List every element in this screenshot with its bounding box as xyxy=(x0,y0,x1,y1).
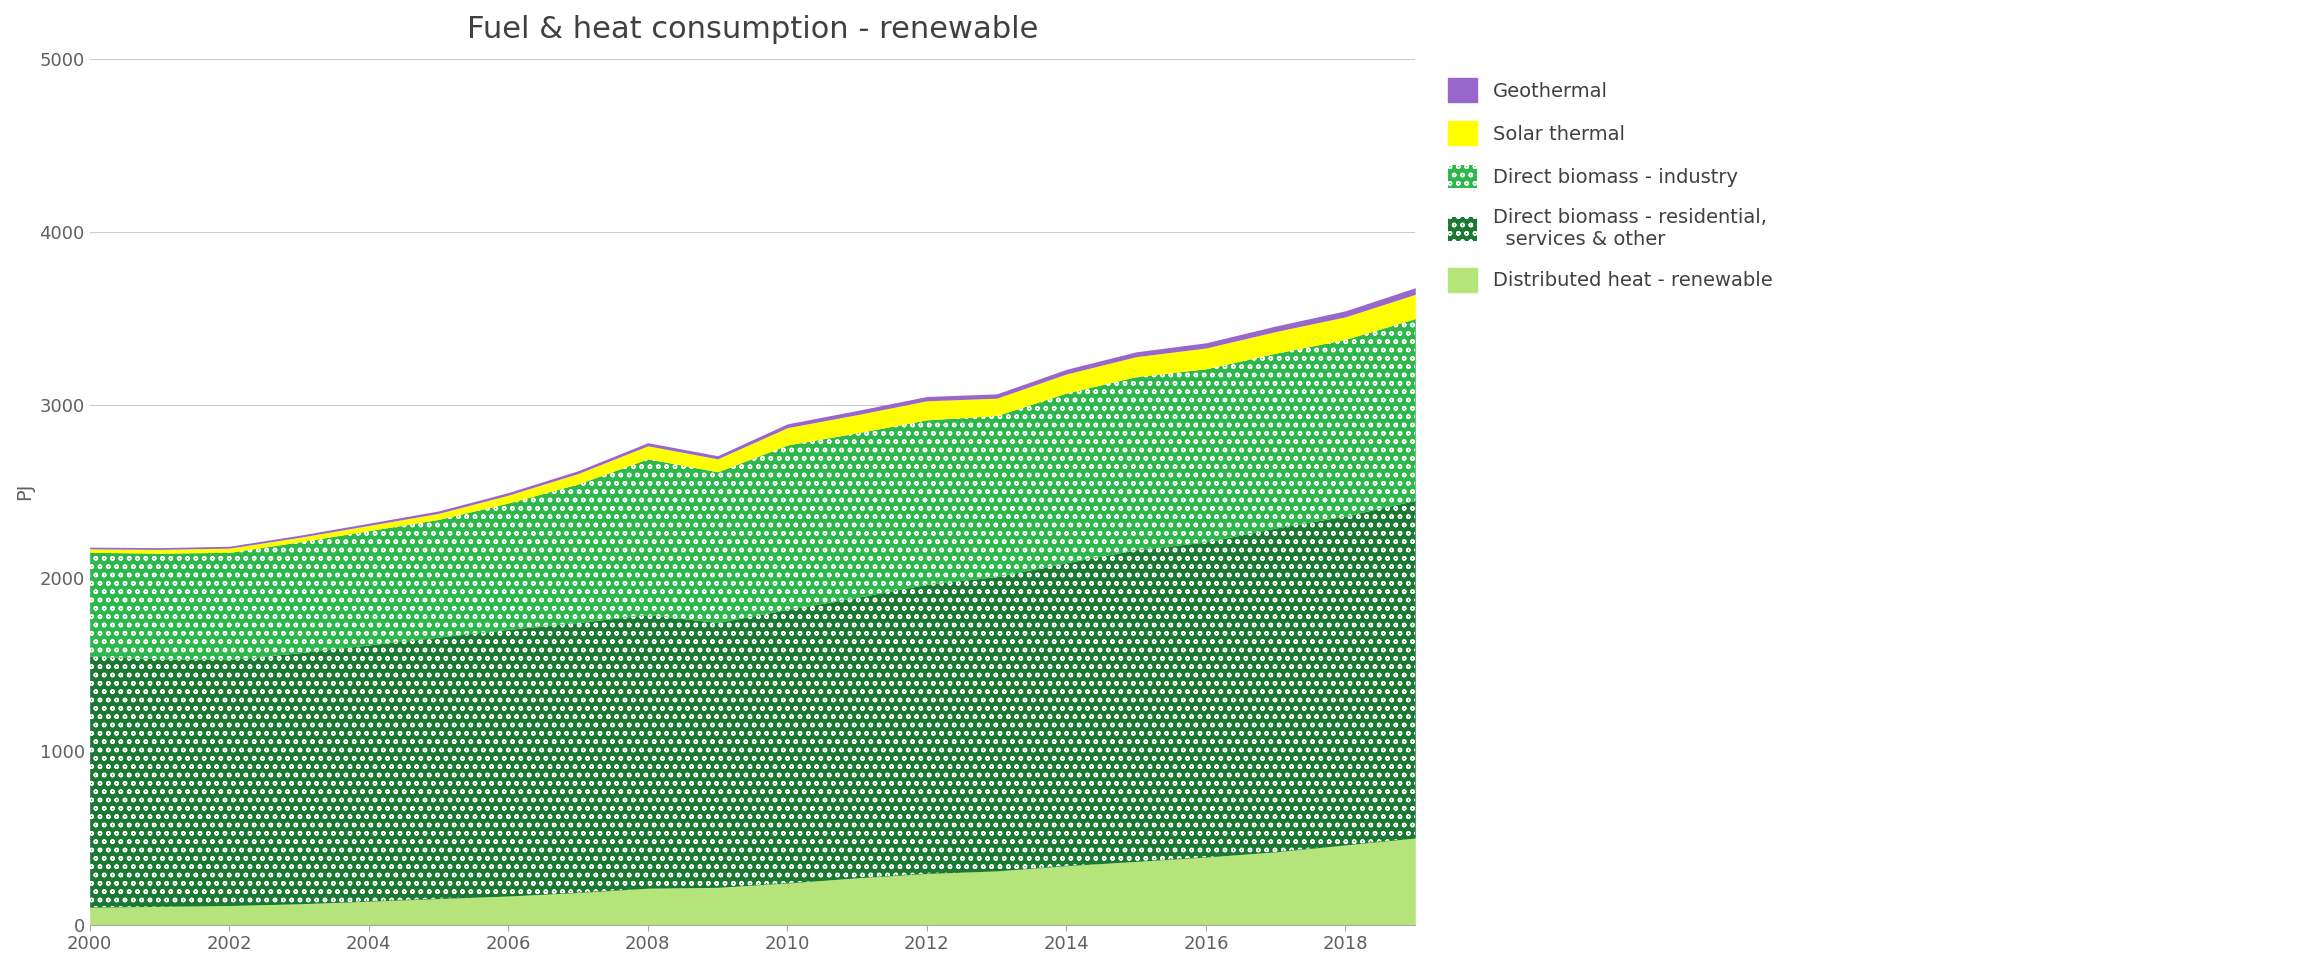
Title: Fuel & heat consumption - renewable: Fuel & heat consumption - renewable xyxy=(467,15,1037,44)
Y-axis label: PJ: PJ xyxy=(14,483,35,500)
Legend: Geothermal, Solar thermal, Direct biomass - industry, Direct biomass - residenti: Geothermal, Solar thermal, Direct biomas… xyxy=(1439,69,1781,302)
